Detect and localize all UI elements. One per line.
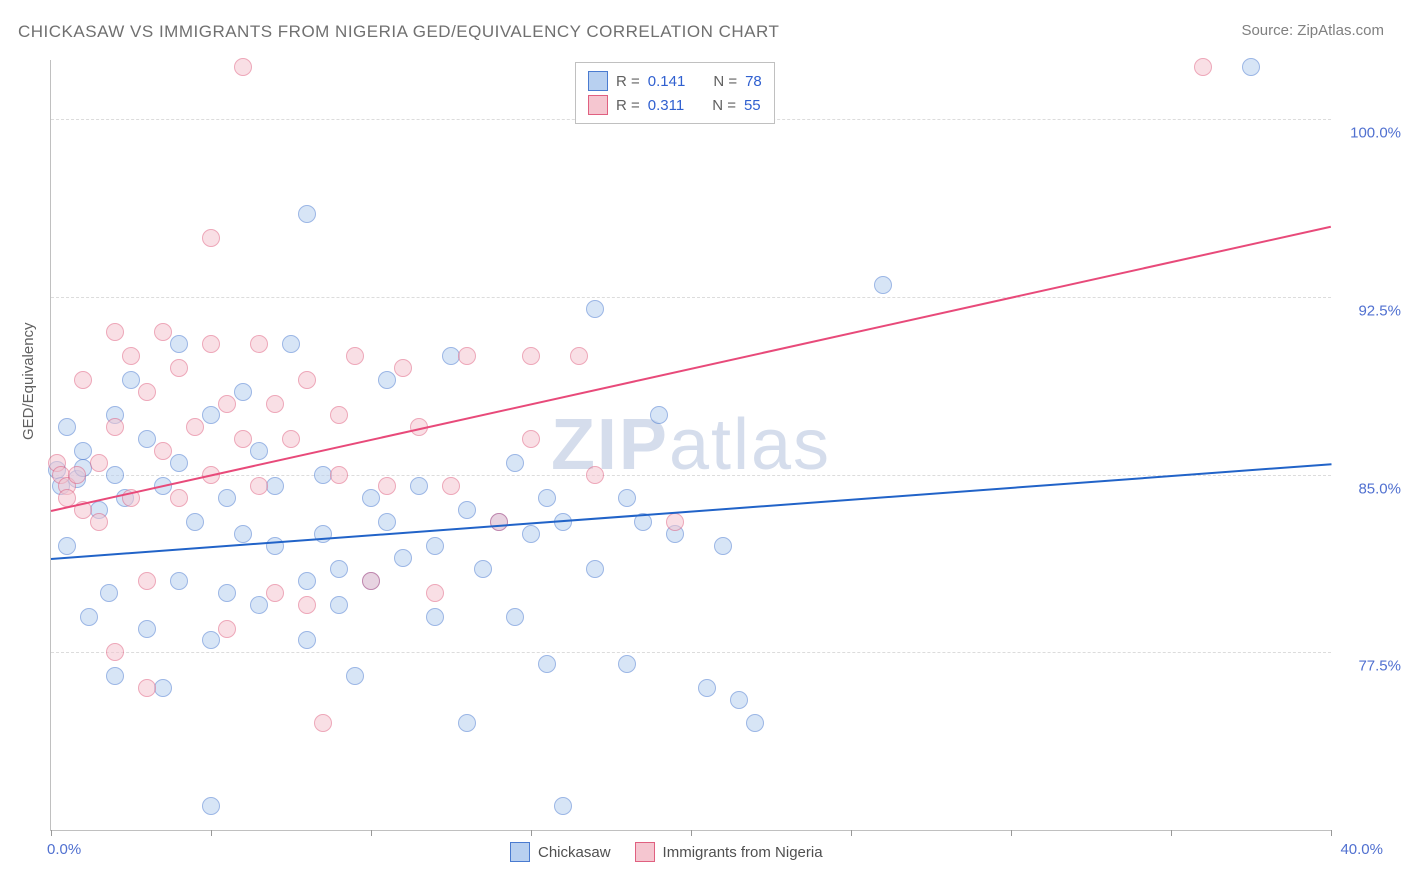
x-tick-mark — [851, 830, 852, 836]
stats-legend: R = 0.141 N = 78 R = 0.311 N = 55 — [575, 62, 775, 124]
y-tick-label: 77.5% — [1341, 658, 1401, 675]
stats-legend-row-a: R = 0.141 N = 78 — [588, 69, 762, 93]
x-axis-min: 0.0% — [47, 841, 81, 858]
n-label: N = — [713, 73, 737, 90]
x-tick-mark — [1331, 830, 1332, 836]
y-tick-label: 92.5% — [1341, 302, 1401, 319]
y-axis-label: GED/Equivalency — [20, 322, 37, 440]
x-tick-mark — [371, 830, 372, 836]
y-tick-label: 100.0% — [1341, 125, 1401, 142]
legend-item-b: Immigrants from Nigeria — [635, 842, 823, 862]
trend-line — [51, 226, 1331, 512]
source-attribution: Source: ZipAtlas.com — [1241, 22, 1384, 39]
trendlines-layer — [51, 60, 1331, 830]
swatch-b-icon — [635, 842, 655, 862]
legend-item-a: Chickasaw — [510, 842, 611, 862]
r-label: R = — [616, 73, 640, 90]
n-value-a: 78 — [745, 73, 762, 90]
r-value-a: 0.141 — [648, 73, 686, 90]
swatch-a-icon — [510, 842, 530, 862]
legend-label-a: Chickasaw — [538, 844, 611, 861]
trend-line — [51, 463, 1331, 560]
x-tick-mark — [51, 830, 52, 836]
n-value-b: 55 — [744, 97, 761, 114]
n-label: N = — [712, 97, 736, 114]
legend-label-b: Immigrants from Nigeria — [663, 844, 823, 861]
x-tick-mark — [1171, 830, 1172, 836]
x-tick-mark — [211, 830, 212, 836]
x-tick-mark — [531, 830, 532, 836]
plot-area: ZIPatlas 77.5%85.0%92.5%100.0% 0.0% 40.0… — [50, 60, 1331, 831]
x-tick-mark — [691, 830, 692, 836]
series-legend: Chickasaw Immigrants from Nigeria — [510, 842, 823, 862]
swatch-a-icon — [588, 71, 608, 91]
r-label: R = — [616, 97, 640, 114]
swatch-b-icon — [588, 95, 608, 115]
chart-title: CHICKASAW VS IMMIGRANTS FROM NIGERIA GED… — [18, 22, 779, 42]
stats-legend-row-b: R = 0.311 N = 55 — [588, 93, 762, 117]
x-axis-max: 40.0% — [1340, 841, 1383, 858]
r-value-b: 0.311 — [648, 97, 684, 114]
y-tick-label: 85.0% — [1341, 480, 1401, 497]
x-tick-mark — [1011, 830, 1012, 836]
